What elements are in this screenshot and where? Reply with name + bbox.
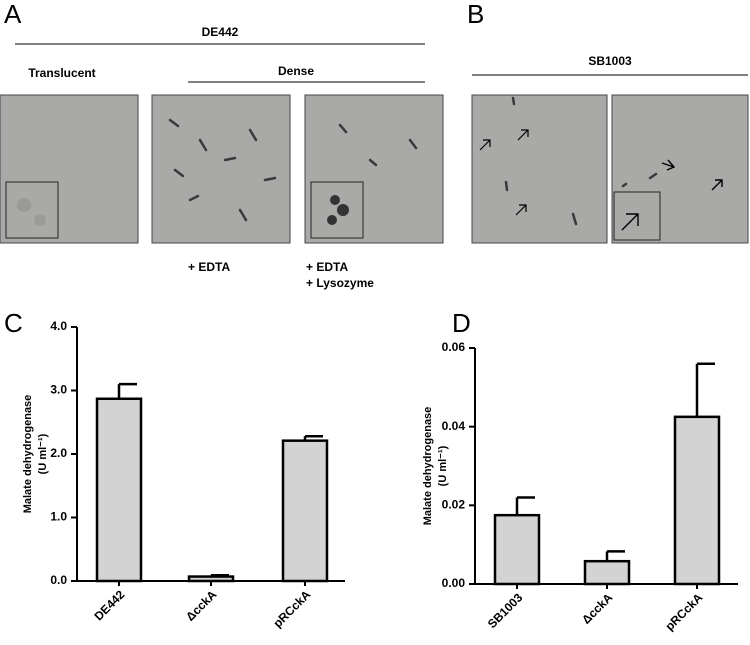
bar — [673, 415, 721, 586]
panel-letter: A — [4, 0, 22, 29]
strain-title: DE442 — [202, 25, 239, 39]
y-tick-label: 0.02 — [442, 498, 466, 512]
y-tick-label: 0.04 — [442, 419, 466, 433]
panel-letter: D — [452, 308, 471, 338]
bar — [583, 559, 631, 586]
x-tick-label: ΔcckA — [183, 587, 220, 624]
micrograph — [0, 94, 139, 244]
y-tick-label: 0.00 — [442, 576, 466, 590]
x-tick-label: SB1003 — [485, 590, 526, 631]
bar — [281, 439, 329, 583]
panel-letter: C — [4, 308, 23, 338]
micrograph — [471, 94, 608, 244]
y-axis-label: Malate dehydrogenase — [422, 407, 434, 526]
x-tick-label: pRCckA — [270, 587, 313, 630]
strain-title: SB1003 — [588, 54, 632, 68]
bar — [493, 513, 541, 586]
micrograph — [151, 94, 291, 244]
y-tick-label: 4.0 — [50, 319, 67, 333]
y-tick-label: 1.0 — [50, 510, 67, 524]
micrograph — [611, 94, 749, 244]
condition-label: Dense — [278, 64, 314, 78]
bar — [95, 397, 143, 583]
y-axis-label: Malate dehydrogenase — [22, 395, 34, 514]
x-tick-label: DE442 — [92, 587, 128, 623]
x-tick-label: pRCckA — [662, 590, 705, 633]
x-tick-label: ΔcckA — [579, 590, 616, 627]
treatment-label: + EDTA — [188, 260, 230, 274]
treatment-label: + EDTA — [306, 260, 348, 274]
condition-label: Translucent — [28, 66, 95, 80]
y-tick-label: 3.0 — [50, 383, 67, 397]
y-axis-label: (U ml⁻¹) — [437, 445, 449, 486]
y-tick-label: 2.0 — [50, 446, 67, 460]
y-tick-label: 0.0 — [50, 573, 67, 587]
treatment-label: + Lysozyme — [306, 276, 374, 290]
panel-letter: B — [467, 0, 484, 29]
bar — [187, 575, 235, 583]
y-tick-label: 0.06 — [442, 340, 466, 354]
micrograph — [304, 94, 444, 244]
y-axis-label: (U ml⁻¹) — [37, 433, 49, 474]
